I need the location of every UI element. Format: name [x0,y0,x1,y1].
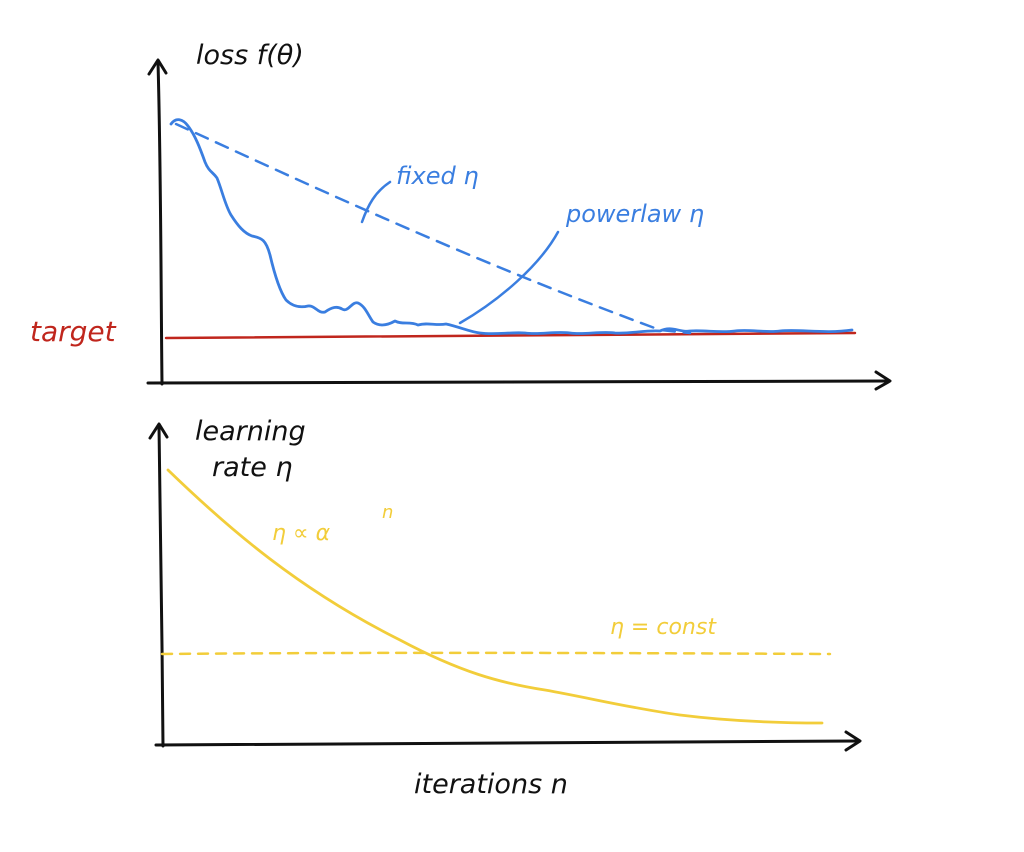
loss-panel: loss f(θ) target fixed η powerlaw η [30,40,892,391]
lr-x-axis [154,739,860,747]
powerlaw-eta-curve [169,118,854,336]
loss-y-axis-arrowhead [147,58,168,76]
target-label: target [30,315,117,348]
decay-label-exponent: n [382,502,393,523]
constant-eta-line [160,651,832,656]
lr-x-axis-arrowhead [844,730,862,752]
lr-y-axis [157,424,165,748]
fixed-eta-curve [174,122,692,335]
powerlaw-eta-label: powerlaw η [565,200,704,228]
lr-y-axis-arrowhead [148,422,169,440]
decay-label: η ∝ α [272,521,331,546]
constant-eta-label: η = const [610,615,717,640]
lr-y-axis-label-line1: learning [195,416,306,447]
loss-y-axis [156,60,164,386]
loss-x-axis-arrowhead [874,370,892,391]
loss-x-axis [146,379,890,385]
exponential-decay-curve [166,468,824,725]
target-line [164,331,857,340]
lr-y-axis-label-line2: rate η [212,452,293,483]
powerlaw-eta-callout-line [458,230,560,325]
learning-rate-panel: learning rate η η ∝ α n η = const iterat… [148,416,862,800]
fixed-eta-callout-line [360,180,392,224]
x-axis-label: iterations n [414,769,568,800]
fixed-eta-label: fixed η [396,162,479,190]
loss-y-axis-label: loss f(θ) [196,40,304,71]
